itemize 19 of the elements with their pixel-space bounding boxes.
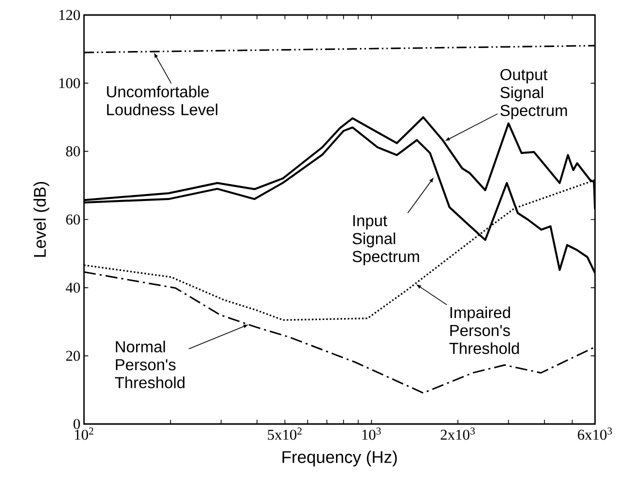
x-tick-label: 2x10$^{3}$: [440, 428, 475, 440]
y-axis-title: Level (dB): [33, 182, 50, 257]
x-axis-title: Frequency (Hz): [282, 450, 397, 466]
annotation: Input Signal Spectrum: [352, 215, 420, 266]
y-tick-label: 0: [74, 418, 80, 430]
y-tick-label: 20: [66, 350, 80, 361]
annotation: Uncomfortable Loudness Level: [107, 86, 218, 116]
y-tick-label: 80: [66, 146, 80, 156]
y-tick-label: 120: [59, 10, 80, 20]
y-tick-label: 60: [66, 214, 80, 225]
x-tick-label: 10$^{3}$: [362, 428, 381, 440]
annotation: Normal Person's Threshold: [114, 340, 184, 388]
y-tick-label: 40: [66, 282, 80, 293]
annotation: Output Signal Spectrum: [500, 68, 567, 120]
x-tick-label: 5x10$^{2}$: [268, 428, 302, 440]
y-tick-label: 100: [59, 78, 80, 88]
x-tick-label: 6x10$^{3}$: [578, 428, 612, 440]
annotation: Impaired Person's Threshold: [449, 306, 519, 354]
x-tick-label: 10$^{2}$: [74, 428, 94, 440]
